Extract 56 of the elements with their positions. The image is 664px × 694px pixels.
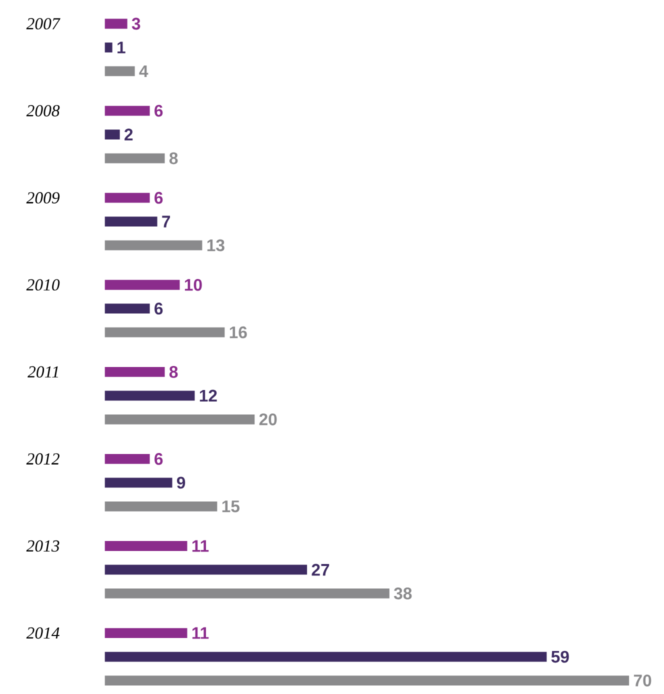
- bar: [105, 42, 112, 52]
- bar: [105, 18, 128, 29]
- data-label: 12: [200, 390, 217, 402]
- data-label: 27: [312, 564, 330, 576]
- data-label: 6: [154, 302, 163, 315]
- bar: [105, 501, 218, 512]
- y-tick-label: 2014: [26, 627, 60, 639]
- bar: [105, 541, 188, 551]
- bar: [105, 327, 225, 338]
- data-label: 13: [208, 239, 225, 252]
- data-label: 7: [162, 216, 170, 228]
- bar: [105, 588, 390, 598]
- data-label: 8: [170, 152, 178, 164]
- data-label: 1: [118, 42, 126, 54]
- data-label: 3: [132, 18, 140, 30]
- bar: [105, 240, 202, 250]
- data-label: 38: [394, 588, 412, 600]
- data-label: 11: [192, 627, 209, 639]
- bar: [105, 454, 150, 464]
- data-label: 59: [552, 650, 570, 663]
- data-label: 6: [154, 192, 163, 204]
- data-label: 10: [185, 278, 202, 291]
- bar: [105, 478, 172, 488]
- data-label: 8: [170, 366, 178, 378]
- bar: [105, 280, 180, 290]
- data-label: 6: [154, 453, 163, 465]
- y-tick-label: 2011: [28, 366, 58, 378]
- data-label: 2: [124, 128, 133, 140]
- data-label: 16: [230, 326, 248, 338]
- y-tick-label: 2013: [26, 540, 60, 552]
- y-tick-label: 2009: [26, 192, 60, 204]
- y-tick-label: 2012: [26, 453, 60, 465]
- bar: [105, 66, 135, 76]
- bar: [105, 130, 120, 140]
- bar: [105, 564, 308, 575]
- data-label: 4: [139, 65, 148, 77]
- bar: [105, 304, 150, 314]
- bar: [105, 192, 150, 203]
- bar: [105, 390, 195, 401]
- data-label: 6: [154, 104, 163, 117]
- bar: [105, 216, 158, 227]
- bar: [105, 628, 188, 638]
- bar: [105, 414, 255, 424]
- data-label: 15: [222, 500, 240, 512]
- bar: [105, 106, 150, 116]
- bar: [105, 652, 547, 662]
- data-label: 20: [260, 413, 277, 426]
- y-tick-label: 2008: [26, 105, 60, 116]
- bar: [105, 676, 630, 686]
- data-label: 9: [177, 476, 186, 489]
- y-tick-label: 2010: [26, 279, 60, 291]
- data-label: 11: [192, 540, 209, 552]
- y-tick-label: 2007: [26, 18, 61, 30]
- data-label: 70: [634, 674, 652, 686]
- bar: [105, 153, 165, 164]
- bar: [105, 366, 165, 377]
